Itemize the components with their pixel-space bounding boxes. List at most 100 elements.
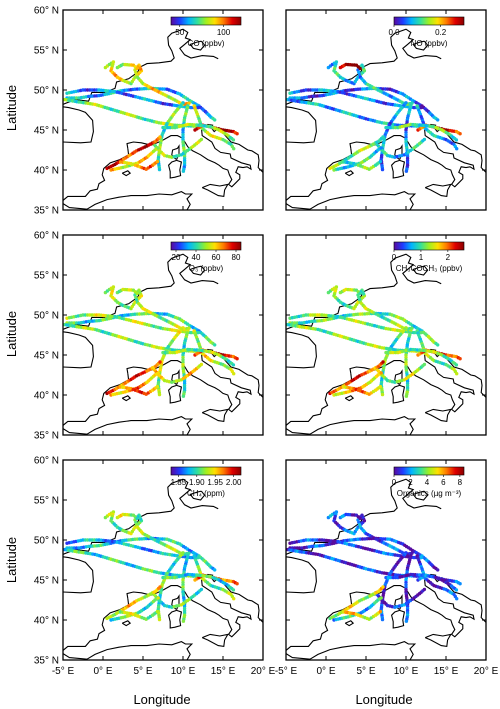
coastline <box>309 415 417 435</box>
colorbar-tick-label: 1.95 <box>207 478 223 487</box>
data-point <box>181 128 185 132</box>
coastline <box>167 384 183 404</box>
lon-tick-label: 10° E <box>171 666 196 677</box>
data-point <box>458 357 462 361</box>
data-point <box>381 360 385 364</box>
data-point <box>181 169 186 173</box>
colorbar-tick-label: 50 <box>175 28 184 37</box>
y-axis-label-middle: Latitude <box>4 311 19 357</box>
data-point <box>181 358 185 362</box>
coastline <box>286 556 317 594</box>
coastline <box>286 148 353 201</box>
data-point <box>161 350 165 355</box>
colorbar-label: CO (ppbv) <box>188 39 225 48</box>
data-point <box>135 66 139 71</box>
colorbar-tick-label: 2.00 <box>226 478 242 487</box>
data-point <box>181 583 185 587</box>
lat-tick-label: 60° N <box>34 6 59 17</box>
axes-frame <box>62 9 264 211</box>
data-point <box>199 587 204 592</box>
data-point <box>235 582 239 586</box>
data-point <box>378 609 383 614</box>
data-point <box>232 597 236 601</box>
data-point <box>158 585 162 589</box>
data-point <box>384 125 388 130</box>
lon-tick-label: 10° E <box>394 666 419 677</box>
data-point <box>135 516 139 521</box>
coastline <box>121 620 132 627</box>
coastline <box>286 331 317 369</box>
colorbar-label: NO (ppbv) <box>411 39 448 48</box>
data-point <box>181 360 185 364</box>
data-point <box>293 96 297 100</box>
data-point <box>155 384 160 389</box>
data-point <box>391 125 395 130</box>
lat-tick-label: 35° N <box>34 206 59 217</box>
colorbar-tick-label: 0.2 <box>435 28 447 37</box>
lat-tick-label: 60° N <box>34 231 59 242</box>
colorbar-label: Organics (µg m⁻³) <box>397 489 462 498</box>
lat-tick-label: 40° N <box>34 616 59 627</box>
lat-tick-label: 50° N <box>34 86 59 97</box>
lon-tick-label: 15° E <box>211 666 236 677</box>
coastline <box>309 640 417 660</box>
colorbar-tick-label: 0.0 <box>388 28 400 37</box>
data-point <box>404 587 408 592</box>
data-point <box>295 321 299 325</box>
data-point <box>161 575 165 580</box>
axes-frame <box>285 234 487 436</box>
colorbar-tick-label: 2 <box>408 478 413 487</box>
data-point <box>404 135 408 139</box>
colorbar-tick-label: 40 <box>192 253 201 262</box>
data-point <box>181 137 185 142</box>
coastline <box>63 428 88 435</box>
coastline <box>412 265 429 276</box>
colorbar-gradient <box>170 241 242 251</box>
data-point <box>404 362 408 367</box>
colorbar-tick-label: 60 <box>212 253 221 262</box>
data-point <box>235 357 239 361</box>
map-panel-1: 35° N 40° N 45° N 50° N 55° N 60° N 50 100 CO (p… <box>34 6 264 217</box>
map-panel-5: 35° N-5° E 40° N 0° E 45° N 5° E 50° N 10° E 55… <box>34 456 276 678</box>
data-point <box>161 125 165 130</box>
lat-tick-label: 45° N <box>34 126 59 137</box>
data-point <box>72 96 76 100</box>
data-point <box>189 330 193 335</box>
lat-tick-label: 55° N <box>34 46 59 57</box>
data-point <box>295 96 299 100</box>
map-panel-3: 35° N 40° N 45° N 50° N 55° N 60° N 20 40 60 80 O₃… <box>34 231 264 442</box>
colorbar-label: CH₄ (ppm) <box>187 489 225 498</box>
data-point <box>410 101 414 105</box>
data-point <box>412 555 416 560</box>
data-point <box>391 350 395 355</box>
data-point <box>213 568 217 572</box>
coastline <box>63 373 130 426</box>
data-point <box>295 546 299 550</box>
data-point <box>166 350 170 355</box>
coastline <box>286 478 442 555</box>
data-point <box>384 350 388 355</box>
data-point <box>404 585 408 589</box>
data-point <box>381 585 385 589</box>
x-axis-label-left: Longitude <box>133 692 190 707</box>
data-point <box>181 133 185 137</box>
data-point <box>181 362 185 367</box>
lat-tick-label: 35° N <box>34 431 59 442</box>
lat-tick-label: 55° N <box>34 496 59 507</box>
coastline <box>63 253 219 330</box>
data-point <box>213 343 217 347</box>
data-point <box>156 146 160 150</box>
data-point <box>379 146 383 150</box>
data-point <box>297 321 302 325</box>
data-point <box>436 568 440 572</box>
data-point <box>380 167 385 172</box>
colorbar-tick-label: 8 <box>458 478 463 487</box>
data-point <box>393 125 398 130</box>
colorbar: 50 100 CO (ppbv) <box>170 16 242 48</box>
data-point <box>404 360 408 364</box>
data-point <box>155 159 160 164</box>
data-point <box>168 575 172 580</box>
data-point <box>378 159 383 164</box>
data-point <box>404 353 408 357</box>
